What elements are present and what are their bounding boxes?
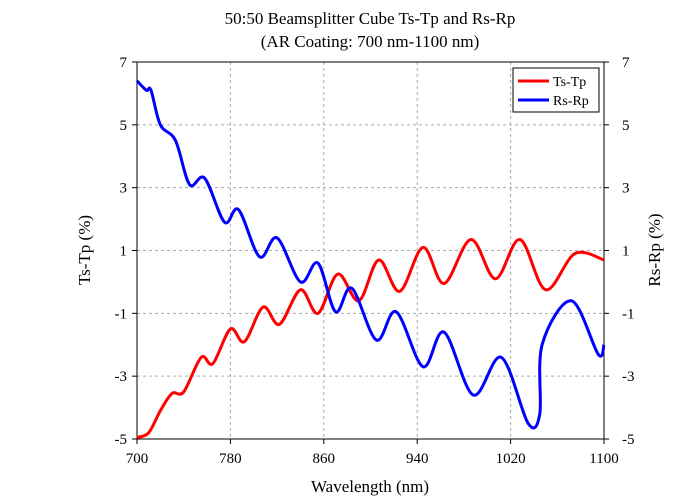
legend-label: Rs-Rp bbox=[553, 94, 589, 109]
series-line bbox=[135, 79, 606, 430]
y2-tick-label: -5 bbox=[622, 432, 635, 448]
x-tick-label: 1100 bbox=[589, 451, 618, 467]
y2-axis-label: Rs-Rp (%) bbox=[645, 213, 664, 286]
y2-tick-label: 3 bbox=[622, 181, 630, 197]
y-tick-label: 1 bbox=[120, 244, 128, 260]
y-axis-label: Ts-Tp (%) bbox=[75, 215, 94, 285]
y2-tick-label: 5 bbox=[622, 118, 630, 134]
y-tick-label: -5 bbox=[115, 432, 128, 448]
x-tick-label: 860 bbox=[313, 451, 336, 467]
x-tick-label: 940 bbox=[406, 451, 429, 467]
x-tick-label: 780 bbox=[219, 451, 242, 467]
chart-subtitle: (AR Coating: 700 nm-1100 nm) bbox=[261, 32, 479, 51]
x-axis-label: Wavelength (nm) bbox=[311, 477, 429, 496]
chart-title: 50:50 Beamsplitter Cube Ts-Tp and Rs-Rp bbox=[225, 9, 516, 28]
y2-tick-label: -1 bbox=[622, 306, 635, 322]
plot-frame bbox=[136, 61, 605, 440]
x-tick-label: 1020 bbox=[496, 451, 526, 467]
legend-box bbox=[512, 67, 600, 113]
y-tick-label: 5 bbox=[120, 118, 128, 134]
y2-tick-label: 7 bbox=[622, 55, 630, 71]
legend-label: Ts-Tp bbox=[553, 75, 586, 90]
y-tick-label: -3 bbox=[115, 369, 128, 385]
y-tick-label: 3 bbox=[120, 181, 128, 197]
x-tick-label: 700 bbox=[126, 451, 149, 467]
y2-tick-label: 1 bbox=[622, 244, 630, 260]
series-line bbox=[136, 238, 605, 439]
y2-tick-label: -3 bbox=[622, 369, 635, 385]
y-tick-label: 7 bbox=[120, 55, 128, 71]
y-tick-label: -1 bbox=[115, 306, 128, 322]
